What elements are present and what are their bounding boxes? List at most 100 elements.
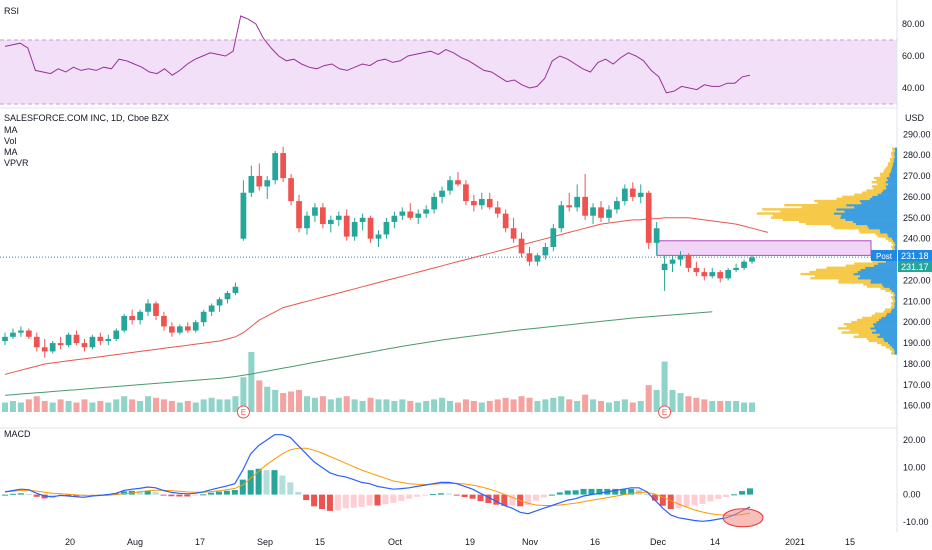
candle-body[interactable] xyxy=(685,255,692,268)
candle-body[interactable] xyxy=(582,196,588,216)
candle-body[interactable] xyxy=(81,343,88,348)
candle-body[interactable] xyxy=(343,215,350,237)
candle-body[interactable] xyxy=(439,190,445,197)
candle-body[interactable] xyxy=(224,292,231,300)
candle-body[interactable] xyxy=(447,180,453,191)
candle-body[interactable] xyxy=(280,153,286,179)
candle-body[interactable] xyxy=(2,336,8,341)
candle-body[interactable] xyxy=(10,332,16,337)
candle-body[interactable] xyxy=(113,330,120,339)
candle-body[interactable] xyxy=(566,205,573,208)
candle-body[interactable] xyxy=(65,334,72,346)
candle-body[interactable] xyxy=(18,330,24,333)
candle-body[interactable] xyxy=(161,315,167,327)
candle-body[interactable] xyxy=(335,215,342,220)
candle-body[interactable] xyxy=(121,315,128,331)
candle-body[interactable] xyxy=(637,192,644,197)
candle-body[interactable] xyxy=(320,207,326,225)
candle-body[interactable] xyxy=(383,221,390,235)
candle-body[interactable] xyxy=(534,255,541,262)
candle-body[interactable] xyxy=(216,299,223,306)
time-axis[interactable]: 20 Aug 17 Sep 15 Oct 19 Nov 16 Dec 14 2021 15 xyxy=(65,537,855,547)
candle-body[interactable] xyxy=(73,334,80,344)
candle-body[interactable] xyxy=(256,176,263,187)
candle-body[interactable] xyxy=(701,272,708,277)
candle-body[interactable] xyxy=(741,261,747,268)
candle-body[interactable] xyxy=(407,211,414,218)
candle-body[interactable] xyxy=(208,305,215,312)
candle-body[interactable] xyxy=(153,303,159,316)
candle-body[interactable] xyxy=(176,326,183,333)
candle-body[interactable] xyxy=(614,201,620,210)
candle-body[interactable] xyxy=(375,234,382,239)
candle-body[interactable] xyxy=(399,211,406,216)
candle-body[interactable] xyxy=(97,336,104,341)
candle-body[interactable] xyxy=(463,184,469,202)
candle-body[interactable] xyxy=(526,253,533,262)
candle-body[interactable] xyxy=(367,217,374,239)
candle-body[interactable] xyxy=(232,286,239,293)
legend-vol[interactable]: Vol xyxy=(4,136,17,146)
candle-body[interactable] xyxy=(137,311,143,321)
candle-body[interactable] xyxy=(264,180,271,187)
candle-body[interactable] xyxy=(184,326,191,331)
candle-body[interactable] xyxy=(661,263,668,270)
candle-body[interactable] xyxy=(494,207,501,214)
candle-body[interactable] xyxy=(49,343,56,352)
candle-body[interactable] xyxy=(304,215,310,229)
candle-body[interactable] xyxy=(693,267,700,273)
candle-body[interactable] xyxy=(248,176,255,193)
candle-body[interactable] xyxy=(677,255,684,260)
candle-body[interactable] xyxy=(296,201,302,229)
candle-body[interactable] xyxy=(145,303,151,312)
candle-body[interactable] xyxy=(327,219,334,225)
candle-body[interactable] xyxy=(192,322,199,331)
candle-body[interactable] xyxy=(725,270,732,279)
candle-body[interactable] xyxy=(518,238,525,254)
candle-body[interactable] xyxy=(621,188,628,202)
candle-body[interactable] xyxy=(25,330,32,337)
candle-body[interactable] xyxy=(455,180,461,185)
candle-body[interactable] xyxy=(169,326,175,333)
candle-body[interactable] xyxy=(749,257,755,262)
earnings-marker[interactable]: E xyxy=(658,405,672,419)
candle-body[interactable] xyxy=(486,199,493,208)
candle-body[interactable] xyxy=(669,259,676,264)
candle-body[interactable] xyxy=(105,338,112,341)
candle-body[interactable] xyxy=(629,188,636,197)
candle-body[interactable] xyxy=(502,213,509,229)
candle-body[interactable] xyxy=(288,178,294,202)
candle-body[interactable] xyxy=(598,207,604,218)
candle-body[interactable] xyxy=(41,347,48,352)
legend-ma2[interactable]: MA xyxy=(4,147,18,157)
candle-body[interactable] xyxy=(431,196,437,210)
candle-body[interactable] xyxy=(391,215,398,222)
candle-body[interactable] xyxy=(471,201,477,206)
earnings-marker[interactable]: E xyxy=(236,405,250,419)
candle-body[interactable] xyxy=(240,192,247,239)
candle-body[interactable] xyxy=(478,199,485,206)
legend-ma1[interactable]: MA xyxy=(4,125,18,135)
candle-body[interactable] xyxy=(423,209,430,214)
legend-vpvr[interactable]: VPVR xyxy=(4,158,29,168)
candle-body[interactable] xyxy=(33,336,40,348)
candle-body[interactable] xyxy=(510,228,517,239)
candle-body[interactable] xyxy=(89,336,96,348)
candle-body[interactable] xyxy=(129,315,136,321)
candle-body[interactable] xyxy=(351,221,358,237)
candle-body[interactable] xyxy=(415,213,422,218)
candle-body[interactable] xyxy=(542,247,549,256)
candle-body[interactable] xyxy=(606,209,612,218)
candle-body[interactable] xyxy=(359,217,366,222)
candle-body[interactable] xyxy=(590,207,596,216)
candle-body[interactable] xyxy=(653,228,660,243)
candle-body[interactable] xyxy=(200,311,207,323)
candle-body[interactable] xyxy=(272,153,279,181)
candle-body[interactable] xyxy=(550,228,557,248)
candle-body[interactable] xyxy=(57,343,64,346)
candle-body[interactable] xyxy=(558,205,565,229)
candle-body[interactable] xyxy=(733,267,739,270)
candle-body[interactable] xyxy=(574,196,581,208)
candle-body[interactable] xyxy=(709,272,716,277)
